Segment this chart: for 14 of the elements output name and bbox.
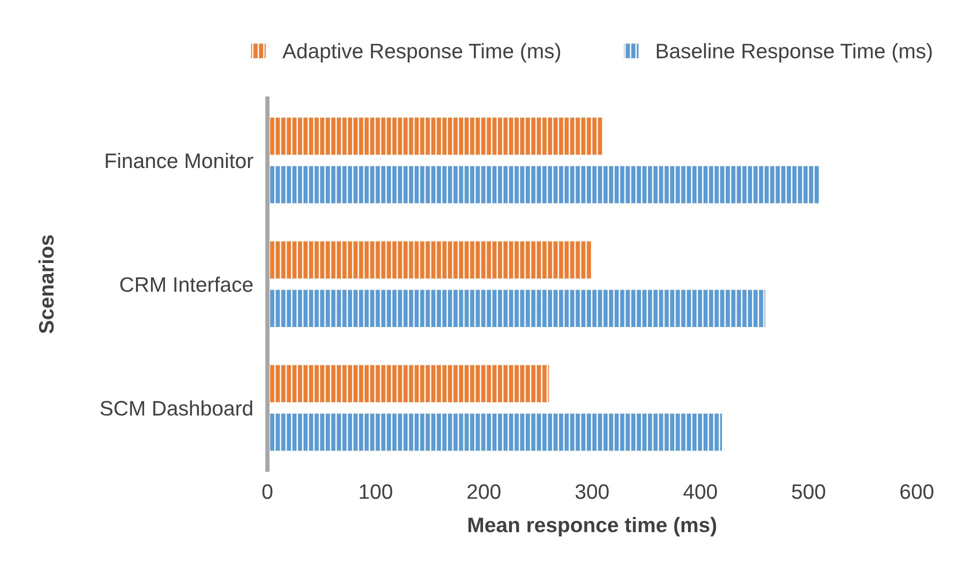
x-tick-label: 100	[360, 484, 392, 499]
legend-label: Baseline Response Time (ms)	[656, 43, 932, 63]
y-tick-label: SCM Dashboard	[100, 400, 252, 416]
y-tick-label: CRM Interface	[120, 276, 253, 292]
y-tick-label: Finance Monitor	[106, 152, 254, 168]
legend-label: Adaptive Response Time (ms)	[282, 43, 560, 63]
x-axis-title: Mean responce time (ms)	[468, 517, 716, 536]
x-tick-label: 0	[262, 484, 272, 499]
x-tick-label: 400	[683, 484, 717, 499]
y-axis-title: Scenarios	[38, 235, 54, 334]
x-tick-label: 300	[576, 484, 609, 499]
x-tick-label: 500	[792, 484, 826, 499]
x-tick-label: 600	[900, 484, 934, 499]
x-tick-label: 200	[468, 484, 500, 499]
